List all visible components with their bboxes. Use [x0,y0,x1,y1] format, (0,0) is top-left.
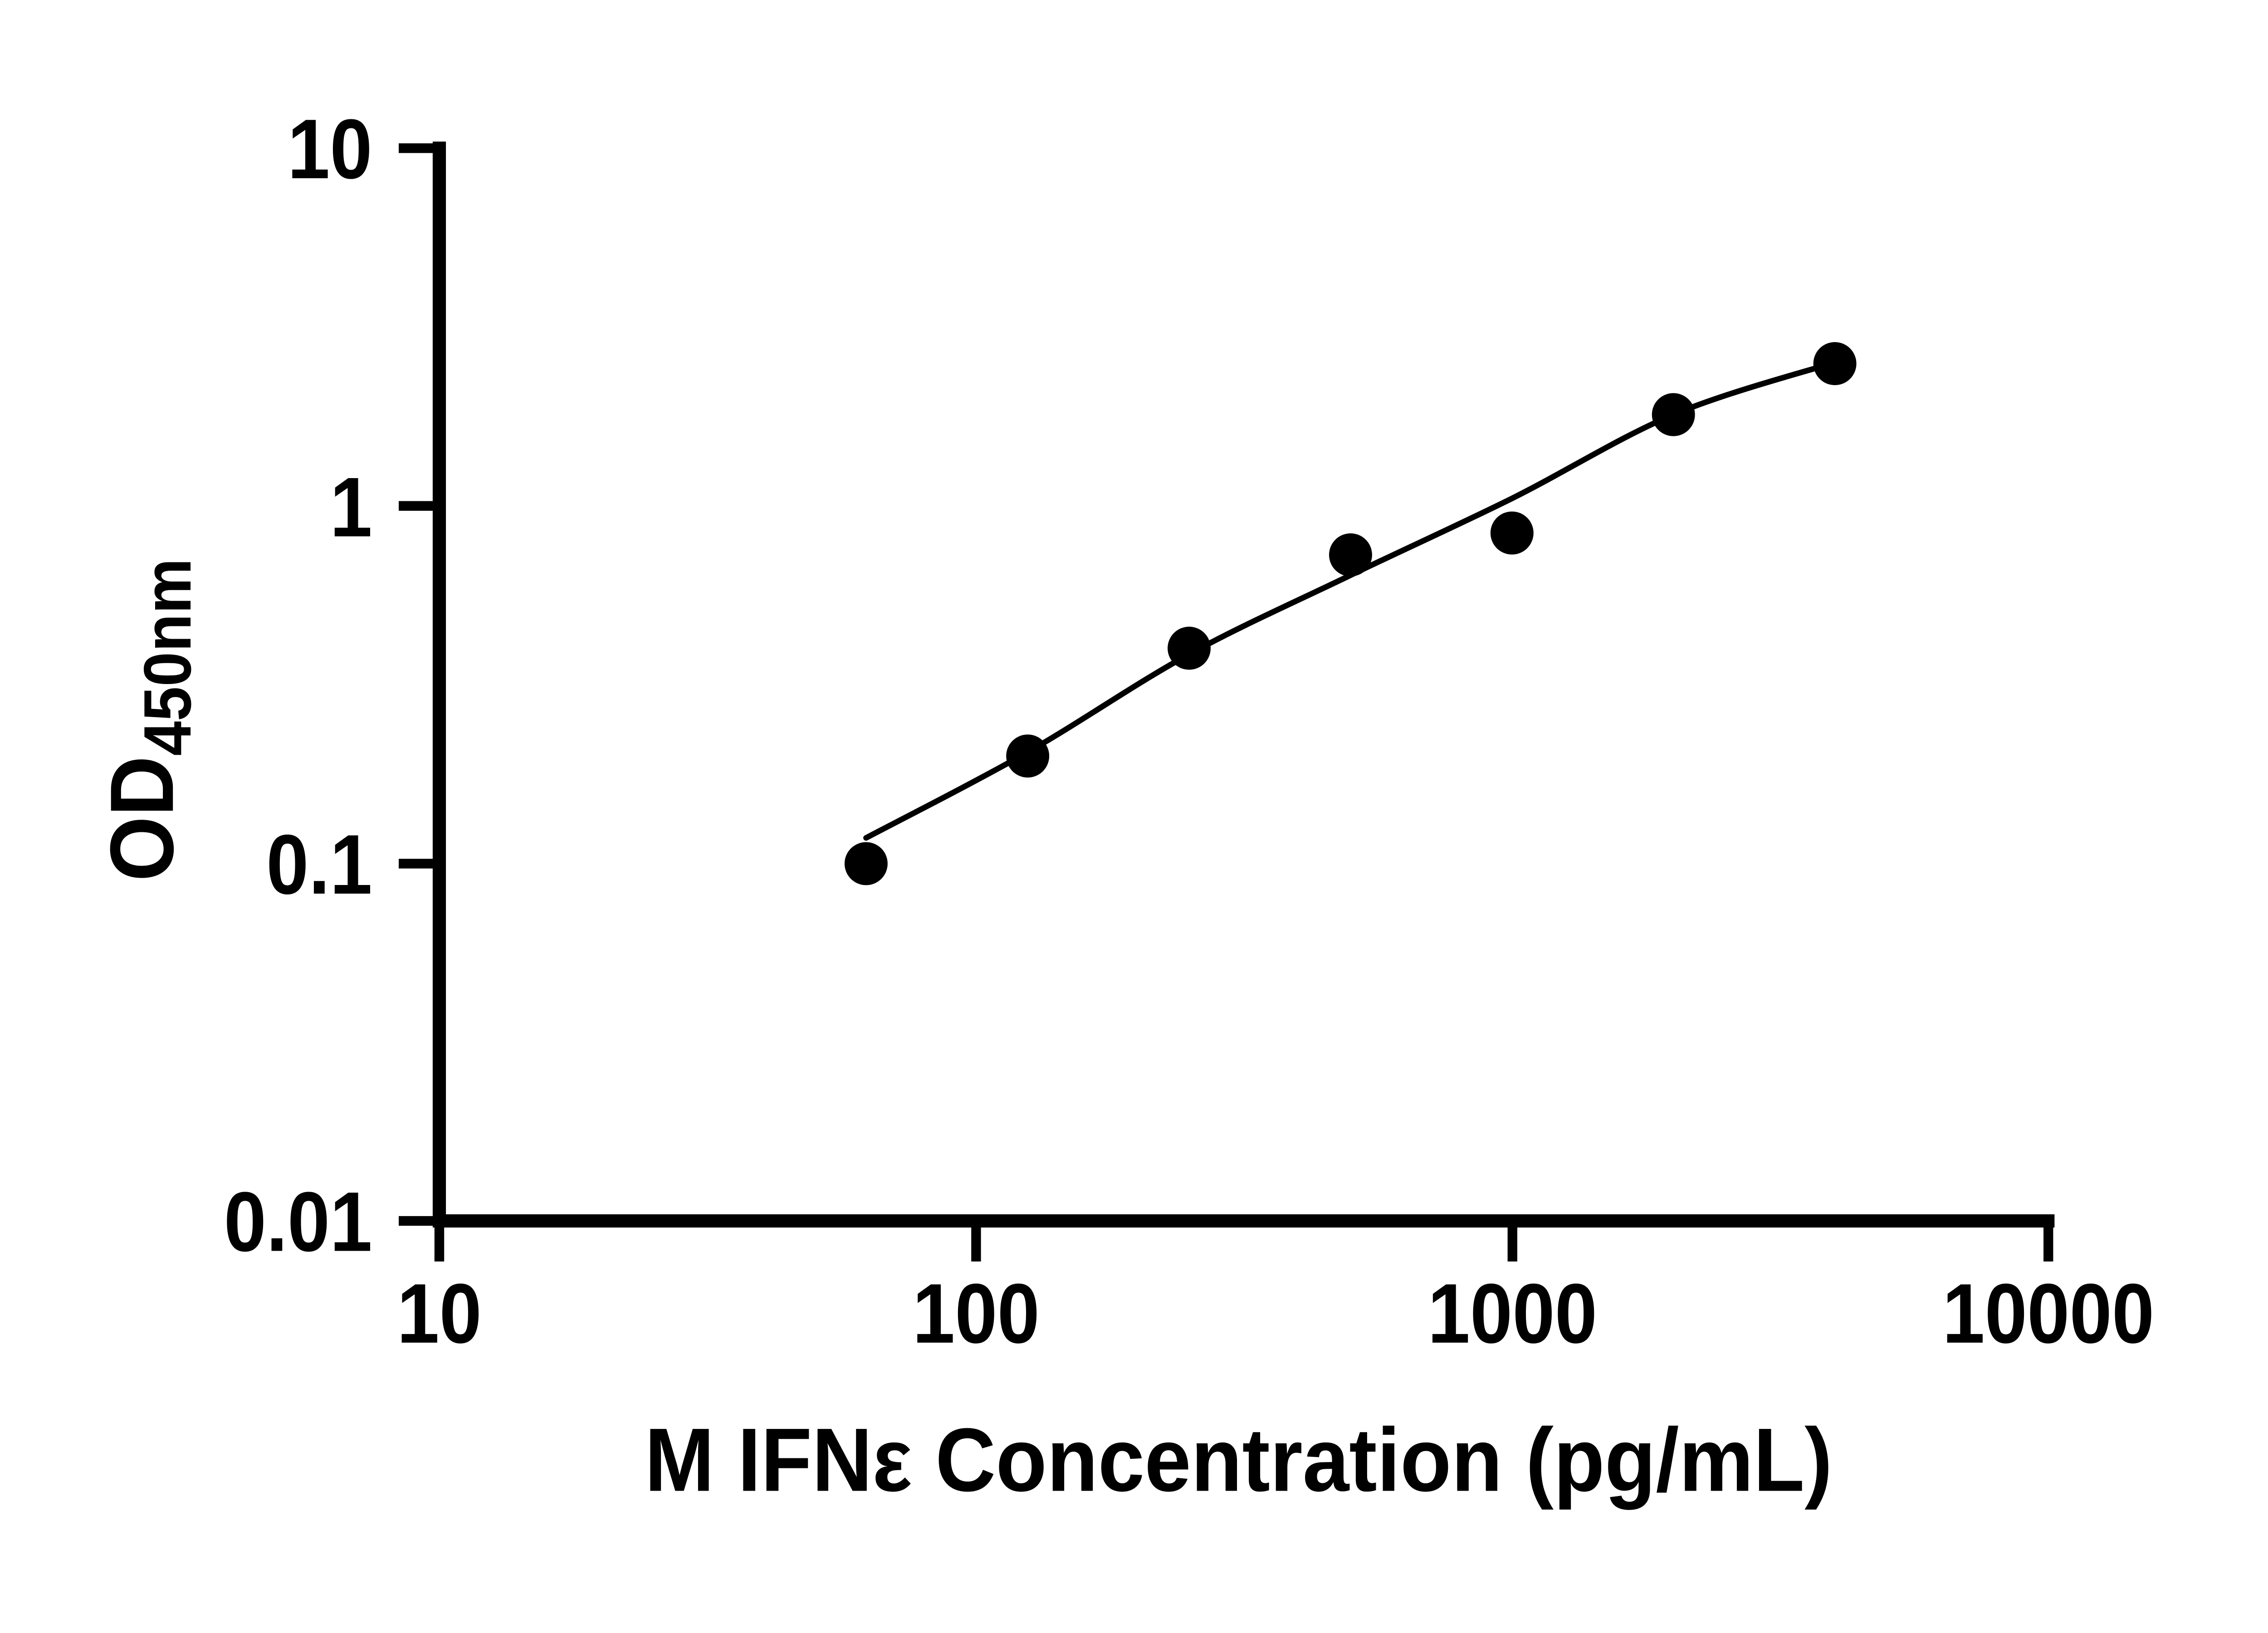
x-tick-label-10000: 10000 [1942,1266,2154,1361]
x-axis-ticks [434,1221,2053,1262]
standard-curve-figure: 10 1 0.1 0.01 10 100 1000 10000 M IFNε C… [92,101,2155,1511]
axis-lines [432,142,2055,1228]
data-point-marker [1813,342,1857,386]
y-tick-label-1: 1 [330,460,372,554]
x-axis-labels: 10 100 1000 10000 [397,1266,2154,1361]
y-tick-label-0-01: 0.01 [224,1174,372,1269]
data-point-marker [844,842,888,885]
data-point-marker [1329,533,1372,577]
data-point-marker [1168,626,1211,670]
y-axis-title-main: OD [92,756,192,881]
y-axis-title-subscript: 450nm [131,558,205,756]
data-point-marker [1006,734,1050,778]
x-tick-label-100: 100 [913,1266,1040,1361]
y-tick-label-10: 10 [288,102,372,196]
y-axis-title: OD450nm [92,558,205,881]
x-tick-label-1000: 1000 [1427,1266,1597,1361]
plot-area [844,342,1857,885]
y-axis-labels: 10 1 0.1 0.01 [224,102,372,1269]
x-tick-label-10: 10 [397,1266,482,1361]
standard-curve-chart: 10 1 0.1 0.01 10 100 1000 10000 M IFNε C… [92,102,2154,1511]
y-tick-label-0-1: 0.1 [266,817,372,912]
data-point-marker [1490,511,1534,555]
y-axis-ticks [399,143,440,1226]
x-axis-title: M IFNε Concentration (pg/mL) [645,1409,1833,1510]
data-point-marker [1652,393,1695,436]
